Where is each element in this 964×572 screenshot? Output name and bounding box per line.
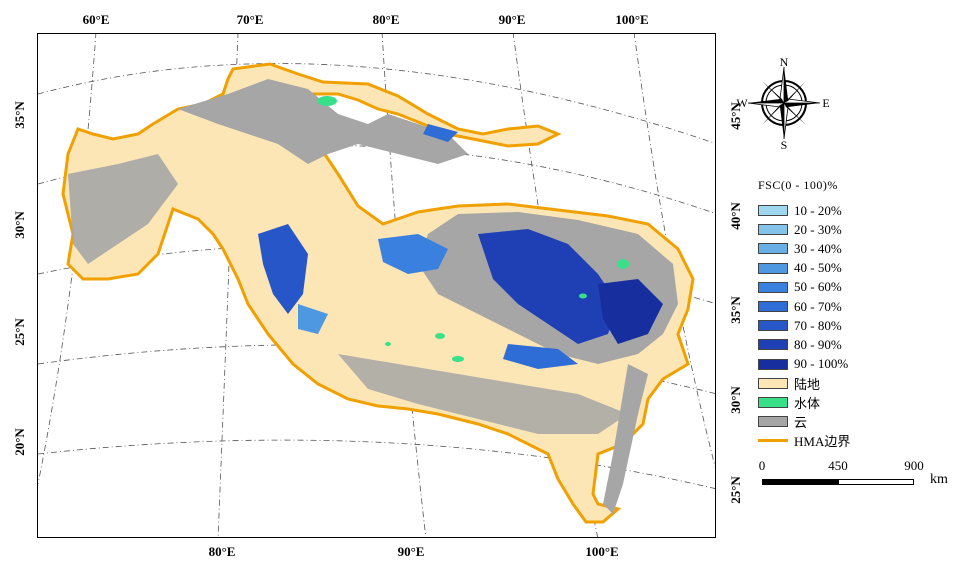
lon-tick-top: 60°E (82, 12, 110, 27)
legend-item-label: 50 - 60% (794, 279, 842, 295)
legend-item: 陆地 (758, 374, 958, 393)
legend-swatch (758, 339, 788, 351)
legend-swatch (758, 320, 788, 332)
legend-item: 10 - 20% (758, 201, 958, 220)
legend-item-label: 20 - 30% (794, 221, 842, 237)
lon-tick-bottom: 80°E (208, 544, 236, 559)
scale-segment-dark (762, 479, 838, 485)
legend-item-label: 云 (794, 415, 808, 431)
legend-swatch (758, 262, 788, 274)
legend-item: 40 - 50% (758, 259, 958, 278)
compass-s: S (781, 138, 788, 151)
scale-label: 0 (758, 458, 766, 473)
scale-label: 900 (904, 458, 924, 473)
legend-swatch (758, 301, 788, 313)
legend-swatch (758, 281, 788, 293)
lat-tick-left: 20°N (11, 428, 27, 456)
legend-item: 90 - 100% (758, 355, 958, 374)
legend-item-label: 水体 (794, 395, 821, 411)
lat-tick-right: 40°N (727, 202, 743, 230)
legend-item: 70 - 80% (758, 316, 958, 335)
compass-e: E (822, 96, 829, 110)
legend-swatch (758, 396, 788, 408)
map-frame (37, 33, 716, 538)
map-canvas (38, 34, 715, 537)
scale-segment-light (838, 479, 914, 485)
compass-n: N (780, 55, 789, 69)
legend-swatch (758, 205, 788, 217)
scale-unit: km (930, 472, 948, 487)
lon-tick-top: 80°E (372, 12, 400, 27)
lon-tick-top: 70°E (236, 12, 264, 27)
scale-label: 450 (828, 458, 848, 473)
legend-item-label: 70 - 80% (794, 317, 842, 333)
legend-boundary-row: HMA边界 (758, 431, 958, 450)
legend-item: 50 - 60% (758, 278, 958, 297)
legend-item-label: 10 - 20% (794, 202, 842, 218)
lat-tick-right: 25°N (727, 476, 743, 504)
scale-bar: 0 450 900 km (758, 458, 958, 498)
legend-swatch (758, 358, 788, 370)
lon-tick-bottom: 90°E (397, 544, 425, 559)
legend-item-label: 80 - 90% (794, 336, 842, 352)
legend-title: FSC(0 - 100)% (758, 178, 838, 192)
legend-swatch (758, 377, 788, 389)
legend-swatch (758, 243, 788, 255)
boundary-line-swatch (758, 439, 788, 443)
lon-tick-bottom: 100°E (585, 544, 619, 559)
compass-icon: N S E W (736, 55, 829, 152)
lat-tick-right: 30°N (727, 386, 743, 414)
legend-item-label: 陆地 (794, 376, 821, 392)
lon-tick-top: 90°E (498, 12, 526, 27)
legend-item: 云 (758, 412, 958, 431)
lat-tick-left: 25°N (11, 318, 27, 346)
lat-tick-right: 35°N (727, 296, 743, 324)
legend-item-label: 30 - 40% (794, 240, 842, 256)
lon-tick-top: 100°E (615, 12, 649, 27)
legend-item-label: 60 - 70% (794, 298, 842, 314)
compass-w: W (736, 96, 748, 110)
legend-swatch (758, 224, 788, 236)
legend-item: 80 - 90% (758, 335, 958, 354)
legend-swatch (758, 416, 788, 428)
legend-item: 60 - 70% (758, 297, 958, 316)
legend-item-label: 40 - 50% (794, 260, 842, 276)
compass-rose: N S E W (736, 55, 832, 152)
legend-item: 水体 (758, 393, 958, 412)
legend-item: 20 - 30% (758, 220, 958, 239)
legend-item-label: 90 - 100% (794, 356, 849, 372)
lat-tick-left: 35°N (11, 101, 27, 129)
lat-tick-left: 30°N (11, 211, 27, 239)
hma-region (61, 62, 695, 524)
legend-items: 10 - 20% 20 - 30% 30 - 40% 40 - 50% 50 - 60%… (758, 201, 958, 431)
legend-item: 30 - 40% (758, 239, 958, 258)
map-legend: FSC(0 - 100)% 10 - 20% 20 - 30% 30 - 40% 40… (758, 178, 958, 450)
legend-boundary-label: HMA边界 (794, 434, 851, 450)
